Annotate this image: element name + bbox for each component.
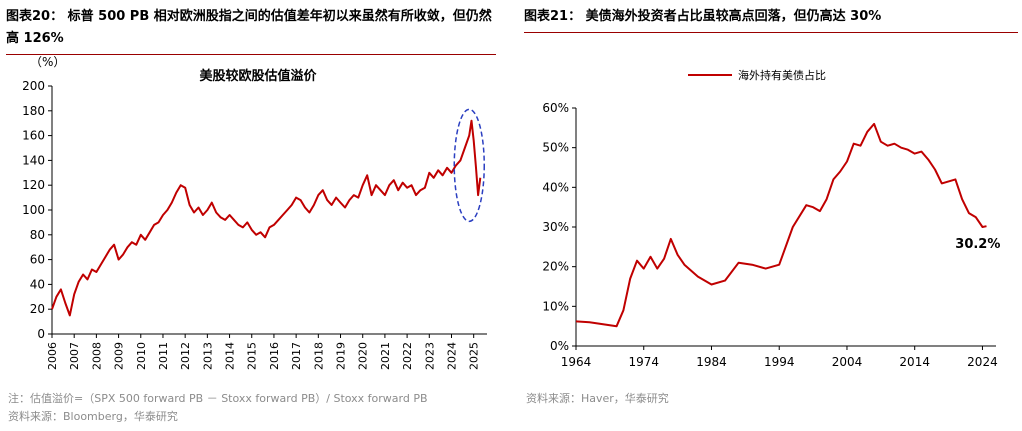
right-chart-source: 资料来源：Haver，华泰研究: [526, 392, 669, 405]
right-title-rule: [524, 32, 1018, 33]
right-y-tick-label: 40%: [542, 180, 569, 194]
right-x-tick-label: 2004: [832, 355, 863, 369]
right-end-value-label: 30.2%: [955, 237, 1000, 252]
left-y-tick-label: 120: [22, 178, 45, 192]
premium-line-chart: （%） 美股较欧股估值溢价 0 20 40 60 80 100 120 140 160 180 200 2…: [22, 56, 487, 370]
right-x-tick-label: 1964: [561, 355, 592, 369]
right-panel: 图表21： 美债海外投资者占比虽较高点回落，但仍高达 30% 海外持有美债占比 0…: [518, 0, 1022, 431]
left-y-tick-label: 140: [22, 153, 45, 167]
left-x-tick-label: 2016: [268, 342, 281, 370]
left-x-tick-label: 2020: [357, 342, 370, 370]
left-y-tick-label: 40: [30, 277, 45, 291]
left-y-tick-label: 60: [30, 253, 45, 267]
left-x-tick-label: 2024: [445, 342, 458, 370]
left-chart-source: 资料来源：Bloomberg，华泰研究: [8, 410, 178, 423]
right-x-tick-label: 2024: [967, 355, 998, 369]
left-x-tick-label: 2006: [46, 342, 59, 370]
left-unit-label: （%）: [30, 56, 65, 69]
left-y-tick-label: 180: [22, 104, 45, 118]
foreign-holdings-line-chart: 海外持有美债占比 0% 10% 20% 30% 40% 50% 60% 1964 1974 1984…: [542, 68, 1000, 369]
right-y-tick-label: 10%: [542, 299, 569, 313]
right-x-tick-label: 2014: [899, 355, 930, 369]
left-y-tick-label: 100: [22, 203, 45, 217]
left-series-line: [51, 119, 482, 317]
left-x-tick-label: 2021: [379, 342, 392, 370]
left-y-tick-label: 200: [22, 79, 45, 93]
left-x-tick-label: 2011: [157, 342, 170, 370]
left-highlight-ellipse: [453, 108, 485, 223]
left-x-tick-label: 2017: [290, 342, 303, 370]
left-x-tick-label: 2014: [224, 342, 237, 370]
right-x-tick-label: 1984: [696, 355, 727, 369]
left-x-tick-label: 2025: [468, 342, 481, 370]
left-x-tick-label: 2007: [68, 342, 81, 370]
left-y-tick-label: 0: [37, 327, 45, 341]
left-chart-note: 注：估值溢价=（SPX 500 forward PB － Stoxx forwa…: [8, 392, 428, 405]
left-x-tick-label: 2015: [246, 342, 259, 370]
left-x-tick-label: 2012: [179, 342, 192, 370]
left-x-tick-label: 2018: [312, 342, 325, 370]
left-title-rule: [6, 54, 496, 55]
right-y-tick-label: 60%: [542, 101, 569, 115]
right-series-line: [575, 122, 987, 328]
left-x-tick-label: 2022: [401, 342, 414, 370]
left-y-tick-label: 160: [22, 129, 45, 143]
left-x-tick-label: 2019: [335, 342, 348, 370]
right-x-tick-label: 1974: [628, 355, 659, 369]
left-y-tick-label: 20: [30, 302, 45, 316]
right-x-tick-label: 1994: [764, 355, 795, 369]
right-y-tick-label: 20%: [542, 260, 569, 274]
right-y-tick-label: 0%: [550, 339, 569, 353]
left-y-tick-label: 80: [30, 228, 45, 242]
left-x-tick-label: 2023: [423, 342, 436, 370]
right-y-tick-label: 30%: [542, 220, 569, 234]
left-x-tick-label: 2008: [90, 342, 103, 370]
left-x-tick-label: 2010: [135, 342, 148, 370]
left-panel: 图表20： 标普 500 PB 相对欧洲股指之间的估值差年初以来虽然有所收敛，但…: [0, 0, 500, 431]
right-figure-title: 图表21： 美债海外投资者占比虽较高点回落，但仍高达 30%: [524, 9, 882, 24]
left-figure-title: 图表20： 标普 500 PB 相对欧洲股指之间的估值差年初以来虽然有所收敛，但…: [6, 9, 492, 46]
right-legend-label: 海外持有美债占比: [738, 68, 826, 82]
right-y-tick-label: 50%: [542, 141, 569, 155]
left-chart-title: 美股较欧股估值溢价: [199, 68, 317, 84]
left-x-tick-label: 2009: [113, 342, 126, 370]
left-x-tick-label: 2013: [201, 342, 214, 370]
